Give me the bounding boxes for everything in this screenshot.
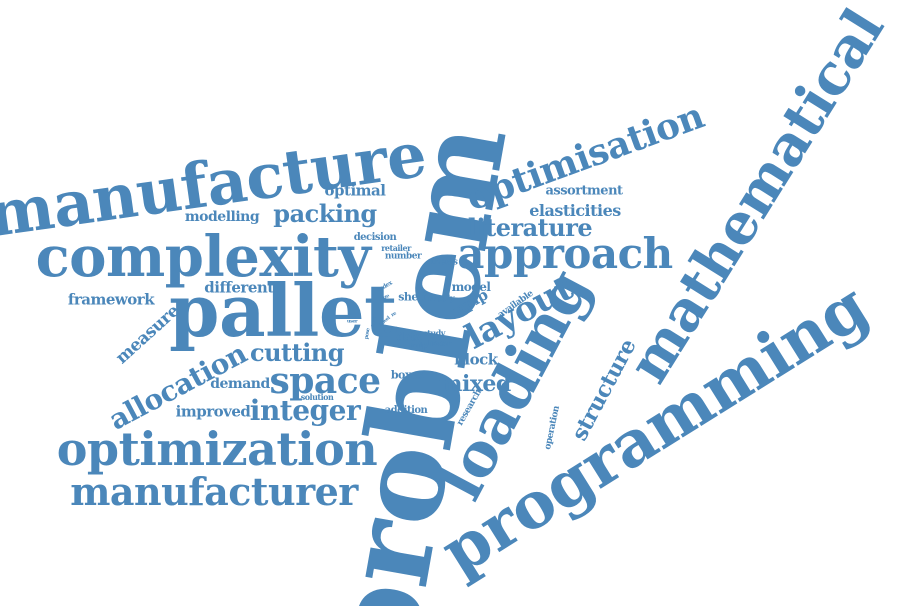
- word-cutting: cutting: [249, 338, 345, 367]
- word-optimal: optimal: [324, 181, 386, 200]
- word-user: user: [346, 318, 358, 325]
- word-assortment: assortment: [545, 183, 623, 199]
- word-study: study: [423, 328, 445, 338]
- word-elasticities: elasticities: [529, 201, 621, 220]
- word-packing: packing: [273, 199, 377, 228]
- word-modelling: modelling: [184, 209, 260, 225]
- word-shelf: shelf: [398, 290, 426, 304]
- word-improved: improved: [175, 402, 251, 421]
- word-different: different: [204, 278, 274, 297]
- word-supply: supply: [427, 293, 455, 303]
- word-demand: demand: [210, 376, 270, 392]
- word-approach: approach: [457, 229, 673, 278]
- word-boxes: boxes: [390, 368, 424, 382]
- word-literature: literature: [467, 213, 593, 242]
- word-decision: decision: [353, 232, 397, 243]
- word-thesis: thesis: [430, 257, 458, 268]
- word-framework: framework: [67, 290, 155, 309]
- word-manufacturer: manufacturer: [70, 469, 358, 514]
- word-complexity: complexity: [35, 224, 371, 290]
- word-linear: linear: [427, 338, 451, 348]
- word-data: data: [396, 330, 422, 344]
- word-mixed: mixed: [439, 371, 511, 397]
- word-number: number: [384, 251, 422, 262]
- word-retailer: retailer: [381, 243, 411, 253]
- word-milp: milp: [408, 340, 428, 350]
- word-model: model: [451, 280, 491, 294]
- word-integer: integer: [249, 394, 361, 427]
- word-pallet: pallet: [169, 268, 397, 353]
- word-optimization: optimization: [56, 422, 378, 476]
- word-space: space: [269, 360, 381, 402]
- word-block: block: [454, 350, 498, 369]
- word-solution: solution: [300, 392, 334, 402]
- word-addition: addition: [384, 405, 428, 416]
